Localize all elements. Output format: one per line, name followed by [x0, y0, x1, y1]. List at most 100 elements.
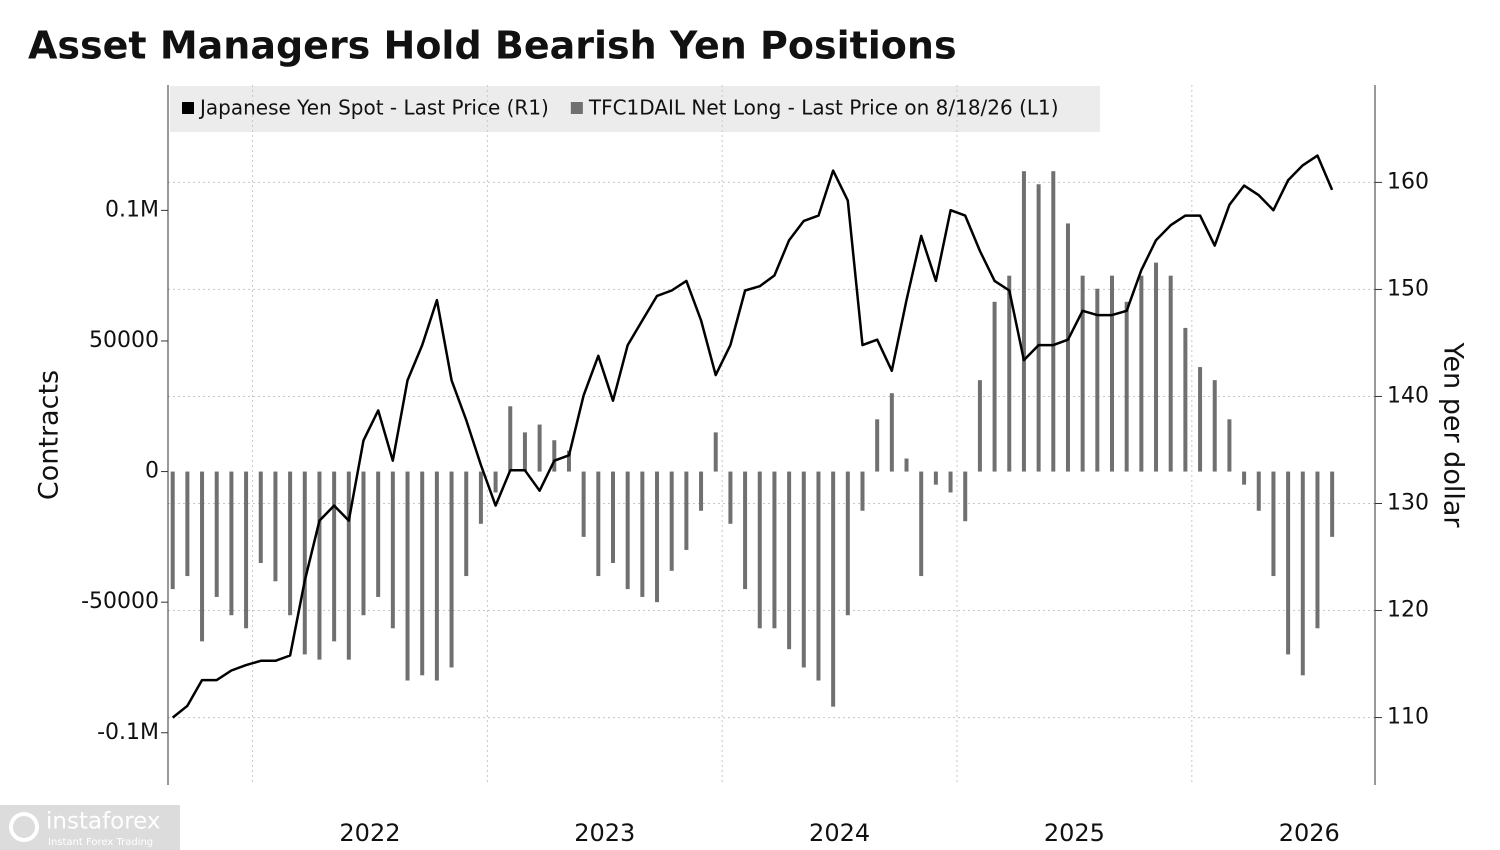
- bar: [434, 471, 439, 681]
- legend-swatch: [570, 102, 583, 114]
- legend-box: [170, 86, 1100, 132]
- y2-tick-label: 150: [1387, 276, 1429, 301]
- bar: [625, 471, 630, 590]
- bar: [1021, 171, 1026, 472]
- bar: [963, 471, 968, 522]
- bar: [1300, 471, 1305, 676]
- bar: [1256, 471, 1261, 511]
- x-tick-label: 2022: [339, 819, 400, 847]
- bar: [889, 393, 894, 472]
- bar: [464, 471, 469, 577]
- bar: [1051, 171, 1056, 472]
- bar: [1154, 262, 1159, 472]
- y2-tick-label: 110: [1387, 705, 1429, 730]
- bar: [787, 471, 792, 650]
- y2-tick-label: 120: [1387, 598, 1429, 623]
- bar: [244, 471, 249, 629]
- bar: [772, 471, 777, 629]
- bar: [610, 471, 615, 563]
- bar: [185, 471, 190, 577]
- bar: [669, 471, 674, 571]
- bar: [948, 471, 953, 493]
- bar: [977, 380, 982, 472]
- bar: [801, 471, 806, 668]
- bar: [566, 450, 571, 472]
- watermark-box: [0, 805, 180, 850]
- bar: [699, 471, 704, 511]
- bar: [655, 471, 660, 603]
- watermark-brand: instaforex: [46, 809, 161, 835]
- legend-label: Japanese Yen Spot - Last Price (R1): [198, 96, 549, 120]
- legend-label: TFC1DAIL Net Long - Last Price on 8/18/2…: [588, 96, 1059, 120]
- y-tick-label: 0: [145, 459, 159, 484]
- bar: [831, 471, 836, 707]
- bar: [302, 471, 307, 655]
- y2-tick-label: 160: [1387, 169, 1429, 194]
- bar: [361, 471, 366, 616]
- bar: [596, 471, 601, 577]
- bar: [713, 432, 718, 472]
- bar: [1065, 223, 1070, 472]
- bar: [1227, 419, 1232, 472]
- bar: [1080, 275, 1085, 472]
- bar: [1124, 301, 1129, 472]
- bar: [449, 471, 454, 668]
- bar: [1286, 471, 1291, 655]
- bar: [1007, 275, 1012, 472]
- bar: [537, 424, 542, 472]
- bar: [860, 471, 865, 511]
- bar: [845, 471, 850, 616]
- bar: [258, 471, 263, 563]
- bar: [1168, 275, 1173, 472]
- x-tick-label: 2026: [1279, 819, 1340, 847]
- bar: [757, 471, 762, 629]
- bar: [522, 432, 527, 472]
- bar: [992, 301, 997, 472]
- bar: [214, 471, 219, 597]
- bar: [376, 471, 381, 597]
- bar: [1212, 380, 1217, 472]
- bar: [1109, 275, 1114, 472]
- bar: [875, 419, 880, 472]
- bar: [728, 471, 733, 524]
- x-tick-label: 2023: [574, 819, 635, 847]
- y-axis-label: Contracts: [34, 370, 65, 500]
- bar: [581, 471, 586, 537]
- bar: [1095, 288, 1100, 472]
- watermark-tagline: Instant Forex Trading: [48, 837, 153, 848]
- bar: [229, 471, 234, 616]
- bar: [420, 471, 425, 676]
- bar: [508, 406, 513, 472]
- bar: [904, 458, 909, 472]
- bar: [170, 471, 175, 590]
- bar: [493, 471, 498, 493]
- chart-title: Asset Managers Hold Bearish Yen Position…: [28, 24, 957, 68]
- x-tick-label: 2024: [809, 819, 870, 847]
- bar: [1242, 471, 1247, 485]
- bar: [919, 471, 924, 577]
- watermark-icon: [9, 812, 39, 842]
- y-tick-label: -50000: [81, 589, 159, 614]
- bar: [1036, 184, 1041, 472]
- bar: [1271, 471, 1276, 577]
- bar: [332, 471, 337, 642]
- bar: [200, 471, 205, 642]
- y2-tick-label: 140: [1387, 383, 1429, 408]
- bar: [1183, 327, 1188, 472]
- bar: [933, 471, 938, 485]
- line: [171, 154, 1334, 719]
- y-tick-label: 0.1M: [105, 197, 159, 222]
- bar: [1315, 471, 1320, 629]
- x-tick-label: 2025: [1044, 819, 1105, 847]
- y2-tick-label: 130: [1387, 491, 1429, 516]
- bar: [640, 471, 645, 597]
- bar: [478, 471, 483, 524]
- bar: [288, 471, 293, 616]
- bar: [346, 471, 351, 660]
- bar: [390, 471, 395, 629]
- bar: [816, 471, 821, 681]
- y-tick-label: 50000: [89, 328, 159, 353]
- bar: [743, 471, 748, 590]
- bar: [273, 471, 278, 582]
